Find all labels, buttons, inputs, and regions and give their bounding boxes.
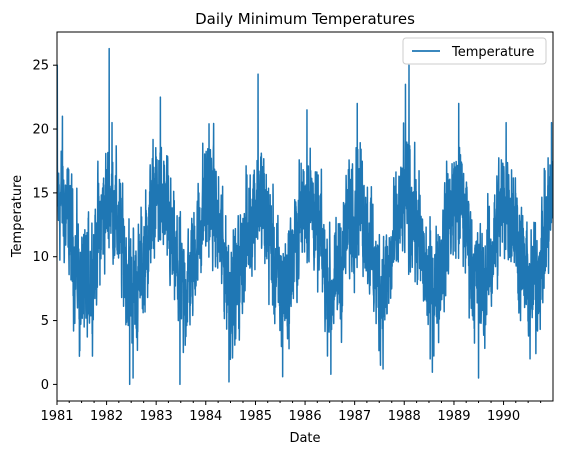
x-axis: 1981 1982 1983 1984 1985 1986 1987 1988 1989 1990 (40, 401, 542, 424)
y-tick-label: 25 (32, 59, 49, 74)
temperature-series-line (57, 47, 553, 386)
x-tick-label: 1982 (90, 409, 123, 424)
x-tick-label: 1986 (289, 409, 322, 424)
y-tick-label: 0 (41, 378, 49, 393)
chart-title: Daily Minimum Temperatures (195, 10, 415, 28)
y-axis: 0 5 10 15 20 25 (32, 59, 57, 393)
x-tick-label: 1987 (338, 409, 371, 424)
legend-entry-temperature: Temperature (451, 45, 534, 60)
x-tick-label: 1983 (140, 409, 173, 424)
x-tick-label: 1990 (487, 409, 520, 424)
x-tick-label: 1981 (40, 409, 73, 424)
y-axis-label: Temperature (10, 175, 25, 258)
x-tick-label: 1988 (388, 409, 421, 424)
legend: Temperature (402, 37, 547, 65)
x-tick-label: 1989 (437, 409, 470, 424)
y-tick-label: 20 (32, 123, 49, 138)
x-tick-label: 1985 (239, 409, 272, 424)
legend-box (402, 37, 547, 65)
x-tick-label: 1984 (189, 409, 222, 424)
x-axis-label: Date (289, 431, 320, 446)
y-tick-label: 10 (32, 250, 49, 265)
y-tick-label: 15 (32, 186, 49, 201)
y-tick-label: 5 (41, 314, 49, 329)
